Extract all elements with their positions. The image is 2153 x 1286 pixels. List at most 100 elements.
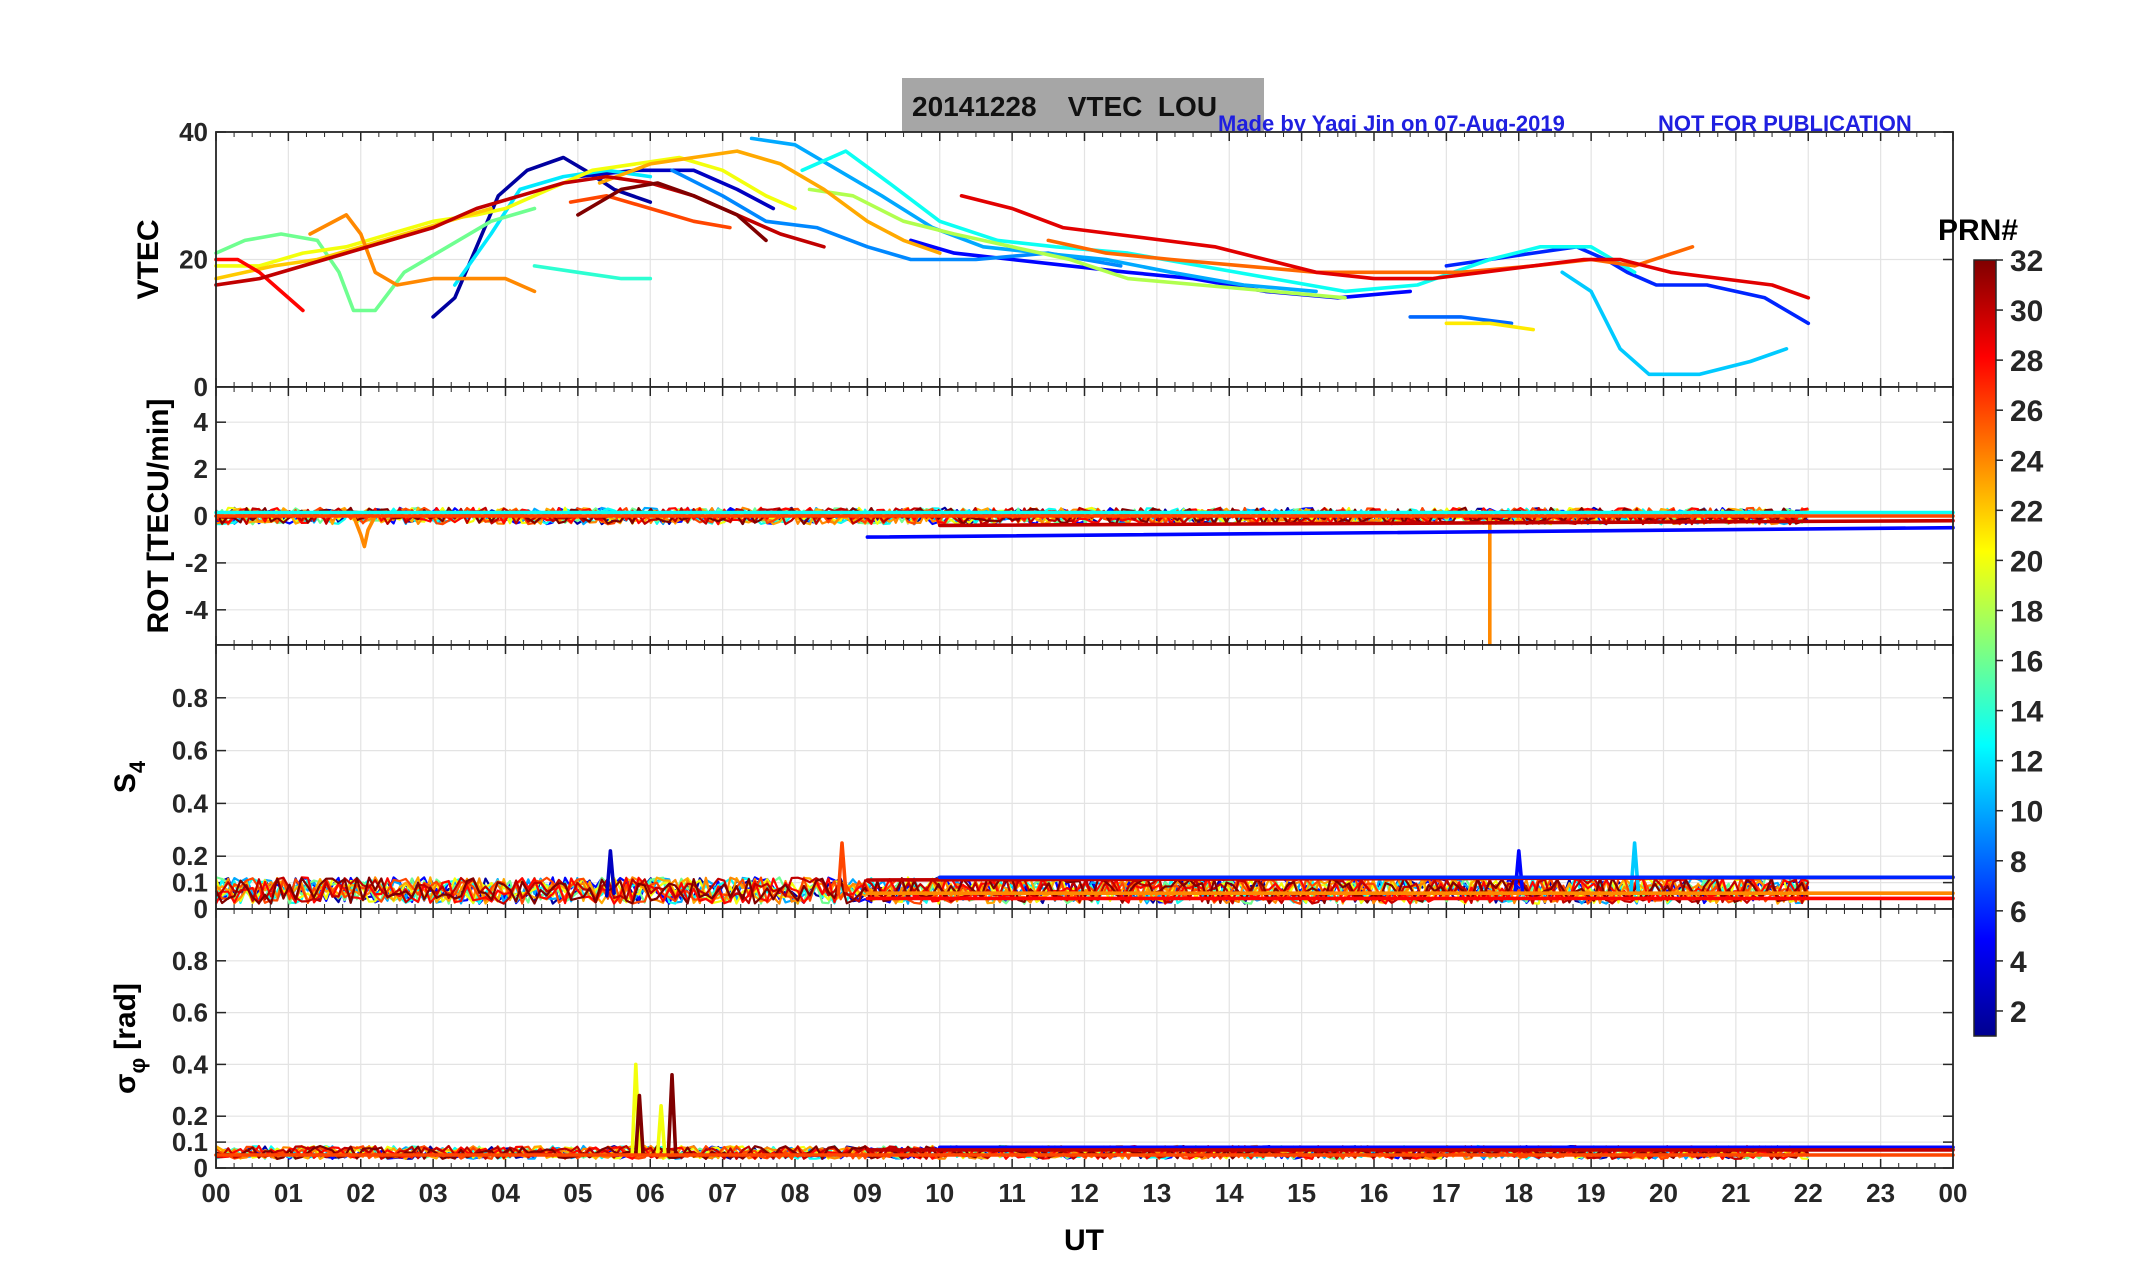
chart-title: 20141228 VTEC LOU [912,91,1217,122]
series-prn-32 [576,181,768,243]
series-prn-24-dip [351,514,377,549]
colorbar-tick-label: 18 [2010,595,2043,628]
y-tick-label: 0.1 [172,1127,208,1157]
x-tick-label: 01 [274,1178,303,1208]
x-tick-label: 00 [1939,1178,1968,1208]
x-tick-label: 09 [853,1178,882,1208]
colorbar-tick-label: 32 [2010,245,2043,278]
colorbar-gradient [1973,259,1997,1037]
x-tick-label: 19 [1577,1178,1606,1208]
x-tick-label: 15 [1287,1178,1316,1208]
series-prn-14 [532,264,653,281]
title-box [902,78,1264,134]
y-tick-label: 0.2 [172,841,208,871]
y-axis-label-sigphi: σφ[rad] [109,983,150,1094]
series-prn-3-spike [605,849,616,898]
colorbar-tick-label: 14 [2010,696,2044,729]
y-tick-label: 0 [194,894,208,924]
colorbar-tick-label: 16 [2010,646,2043,679]
y-tick-label: 2 [194,454,208,484]
series-prn-6 [1444,245,1811,326]
colorbar-tick-label: 24 [2010,445,2044,478]
series-prn-32-spike-b [666,1073,678,1157]
y-tick-label: 0.6 [172,736,208,766]
colorbar-tick-label: 20 [2010,545,2043,578]
x-tick-label: 17 [1432,1178,1461,1208]
y-tick-label: -2 [185,548,208,578]
x-tick-label: 12 [1070,1178,1099,1208]
y-tick-label: 0.4 [172,1049,209,1079]
series-prn-26-spike [836,841,848,895]
x-tick-label: 22 [1794,1178,1823,1208]
x-tick-label: 16 [1360,1178,1389,1208]
y-tick-label: 0.8 [172,946,208,976]
x-tick-label: 10 [925,1178,954,1208]
series-prn-24 [308,213,537,294]
x-tick-label: 21 [1721,1178,1750,1208]
y-axis-label-vtec: VTEC [132,219,165,299]
y-tick-label: -4 [185,595,209,625]
series-prn-16 [214,206,537,313]
y-axis-label-rot: ROT [TECU/min] [142,399,175,634]
noise-trace-prn-32 [214,506,1810,526]
series-prn-20 [214,155,797,268]
x-tick-label: 07 [708,1178,737,1208]
colorbar-tick-label: 22 [2010,495,2043,528]
y-tick-label: 20 [179,245,208,275]
series-prn-5-baseline [865,525,1955,539]
y-tick-label: 0.4 [172,788,209,818]
x-tick-label: 13 [1142,1178,1171,1208]
series-prn-30-baseline [938,518,1955,528]
x-tick-label: 14 [1215,1178,1244,1208]
series-prn-11 [1560,270,1789,377]
colorbar-label: PRN# [1938,214,2018,247]
colorbar-tick-label: 8 [2010,846,2027,879]
series-prn-12 [453,168,653,287]
series-prn-23 [597,149,942,255]
colorbar-tick-label: 12 [2010,746,2043,779]
colorbar-tick-label: 28 [2010,345,2043,378]
series-prn-29 [959,194,1811,300]
x-tick-label: 04 [491,1178,520,1208]
panel-frame [215,908,1954,1169]
series-prn-18 [807,187,1347,300]
x-tick-label: 11 [998,1178,1026,1208]
colorbar-tick-label: 2 [2010,996,2027,1029]
y-tick-label: 0 [194,1153,208,1183]
panel-s4: 00.10.2 0.4 0.6 0.8 S4 [109,644,1955,924]
colorbar-tick-label: 26 [2010,395,2043,428]
x-tick-label: 08 [781,1178,810,1208]
colorbar-tick-label: 30 [2010,295,2043,328]
colorbar-tick-label: 6 [2010,896,2027,929]
x-tick-label: 02 [346,1178,375,1208]
x-tick-label: 18 [1504,1178,1533,1208]
series-prn-32-spike [634,1093,645,1157]
x-tick-label: 23 [1866,1178,1895,1208]
y-tick-label: 0 [194,372,208,402]
y-tick-label: 0.6 [172,998,208,1028]
panel-vtec: 0 20 40 VTEC [132,117,1954,402]
x-tick-label: 20 [1649,1178,1678,1208]
y-tick-label: 0.8 [172,683,208,713]
series-prn-8 [1408,315,1514,326]
series-prn-13 [800,149,1637,294]
series-prn-21 [1444,321,1535,332]
y-axis-label-s4: S4 [109,760,150,793]
panel-rot: -4 -2 0 2 4 ROT [TECU/min] [142,386,1955,647]
panel-sigphi: 00 01 02 03 04 05 06 07 08 09 10 11 12 13 14 15 16 17 18 19… [109,908,1968,1208]
x-tick-label: 03 [419,1178,448,1208]
series-prn-28 [214,257,305,313]
series-prn-9 [670,168,1123,268]
x-tick-label: 00 [202,1178,231,1208]
series-prn-20-spike-b [655,1104,667,1157]
y-tick-label: 40 [179,117,208,147]
y-tick-label: 0 [194,501,208,531]
x-axis-label: UT [1064,1224,1104,1257]
colorbar-tick-label: 10 [2010,796,2043,829]
colorbar-tick-label: 4 [2010,946,2027,979]
y-tick-label: 0.2 [172,1101,208,1131]
